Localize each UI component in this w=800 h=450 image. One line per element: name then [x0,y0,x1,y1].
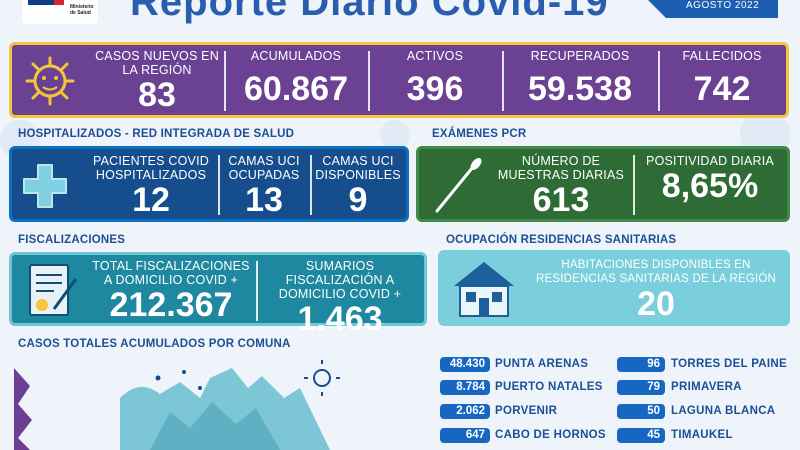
comuna-name: PUNTA ARENAS [495,358,589,370]
stat-value: 8,65% [661,167,759,205]
comuna-value: 96 [617,357,665,372]
stat-label: CAMAS UCI OCUPADAS [228,154,300,182]
residencias-card: HABITACIONES DISPONIBLES EN RESIDENCIAS … [438,250,790,326]
stat-positividad: POSITIVIDAD DIARIA 8,65% [635,154,785,204]
background-dot [380,120,410,150]
stat-value: 1.463 [297,300,383,338]
comuna-value: 48.430 [440,357,490,372]
stat-acumulados: ACUMULADOS 60.867 [226,49,366,107]
stat-muestras-diarias: NÚMERO DE MUESTRAS DIARIAS 613 [491,154,631,218]
stat-recuperados: RECUPERADOS 59.538 [504,49,656,107]
stat-label: SUMARIOS FISCALIZACIÓN A DOMICILIO COVID… [278,259,402,301]
stat-sumarios-fiscalizacion: SUMARIOS FISCALIZACIÓN A DOMICILIO COVID… [258,259,422,337]
stat-label: PACIENTES COVID HOSPITALIZADOS [93,154,209,182]
stat-label: CAMAS UCI DISPONIBLES [315,154,401,182]
section-title-residencias: OCUPACIÓN RESIDENCIAS SANITARIAS [446,234,677,246]
section-title-fiscalizaciones: FISCALIZACIONES [18,234,126,246]
date-banner [648,0,778,18]
ministry-logo: Ministerio de Salud [22,0,98,24]
patagonia-landscape-illustration [14,360,340,450]
fiscalizaciones-card: TOTAL FISCALIZACIONES A DOMICILIO COVID … [9,252,427,337]
stat-uci-disponibles: CAMAS UCI DISPONIBLES 9 [312,154,404,218]
comuna-name: TORRES DEL PAINE [671,358,787,370]
swab-icon [435,158,482,213]
stat-value: 613 [532,181,590,219]
medical-cross-icon [23,164,67,208]
comuna-value: 45 [617,428,665,443]
stat-label: CASOS NUEVOS EN LA REGIÓN [95,49,219,77]
stat-uci-ocupadas: CAMAS UCI OCUPADAS 13 [220,154,308,218]
house-icon [454,262,514,317]
document-icon [29,264,78,316]
date-chevron [648,0,666,18]
stat-value: 83 [138,76,176,114]
stat-label: HABITACIONES DISPONIBLES EN RESIDENCIAS … [535,259,777,285]
stat-activos: ACTIVOS 396 [370,49,500,107]
section-title-comunas: CASOS TOTALES ACUMULADOS POR COMUNA [18,338,291,350]
stat-label: TOTAL FISCALIZACIONES A DOMICILIO COVID … [92,259,250,287]
comuna-value: 79 [617,380,665,395]
stat-value: 212.367 [109,286,233,324]
stat-value: 742 [693,70,751,108]
stat-value: 12 [132,181,170,219]
stat-total-fiscalizaciones: TOTAL FISCALIZACIONES A DOMICILIO COVID … [88,259,254,323]
stat-value: 59.538 [528,70,632,108]
comuna-name: PRIMAVERA [671,381,742,393]
stat-label: ACTIVOS [406,49,464,63]
section-title-hospitalizados: HOSPITALIZADOS - RED INTEGRADA DE SALUD [18,128,295,140]
logo-text: Ministerio de Salud [70,4,94,16]
stat-habitaciones-disponibles: HABITACIONES DISPONIBLES EN RESIDENCIAS … [528,258,784,322]
comuna-value: 50 [617,404,665,419]
stat-label: ACUMULADOS [250,49,342,63]
hospitalizados-card: PACIENTES COVID HOSPITALIZADOS 12 CAMAS … [9,146,409,222]
comuna-value: 647 [440,428,490,443]
comuna-name: PUERTO NATALES [495,381,603,393]
comuna-name: CABO DE HORNOS [495,429,606,441]
report-date: AGOSTO 2022 [686,0,760,11]
stat-fallecidos: FALLECIDOS 742 [660,49,784,107]
comuna-value: 8.784 [440,380,490,395]
comuna-name: PORVENIR [495,405,558,417]
section-title-pcr: EXÁMENES PCR [432,128,527,140]
comuna-value: 2.062 [440,404,490,419]
stat-label: RECUPERADOS [530,49,630,63]
comuna-name: TIMAUKEL [671,429,733,441]
stat-label: POSITIVIDAD DIARIA [646,154,774,168]
stat-casos-nuevos: CASOS NUEVOS EN LA REGIÓN 83 [92,49,222,113]
comuna-name: LAGUNA BLANCA [671,405,776,417]
stat-label: NÚMERO DE MUESTRAS DIARIAS [497,154,625,182]
stat-value: 9 [348,181,368,219]
stat-value: 396 [406,70,464,108]
stat-value: 20 [637,285,675,323]
stat-label: FALLECIDOS [682,49,762,63]
virus-icon [25,56,75,106]
page-title: Reporte Diario Covid-19 [130,0,609,24]
stat-value: 13 [245,181,283,219]
stat-pacientes-hospitalizados: PACIENTES COVID HOSPITALIZADOS 12 [86,154,216,218]
summary-card: CASOS NUEVOS EN LA REGIÓN 83 ACUMULADOS … [9,42,789,118]
stat-value: 60.867 [244,70,348,108]
pcr-card: NÚMERO DE MUESTRAS DIARIAS 613 POSITIVID… [416,146,790,222]
